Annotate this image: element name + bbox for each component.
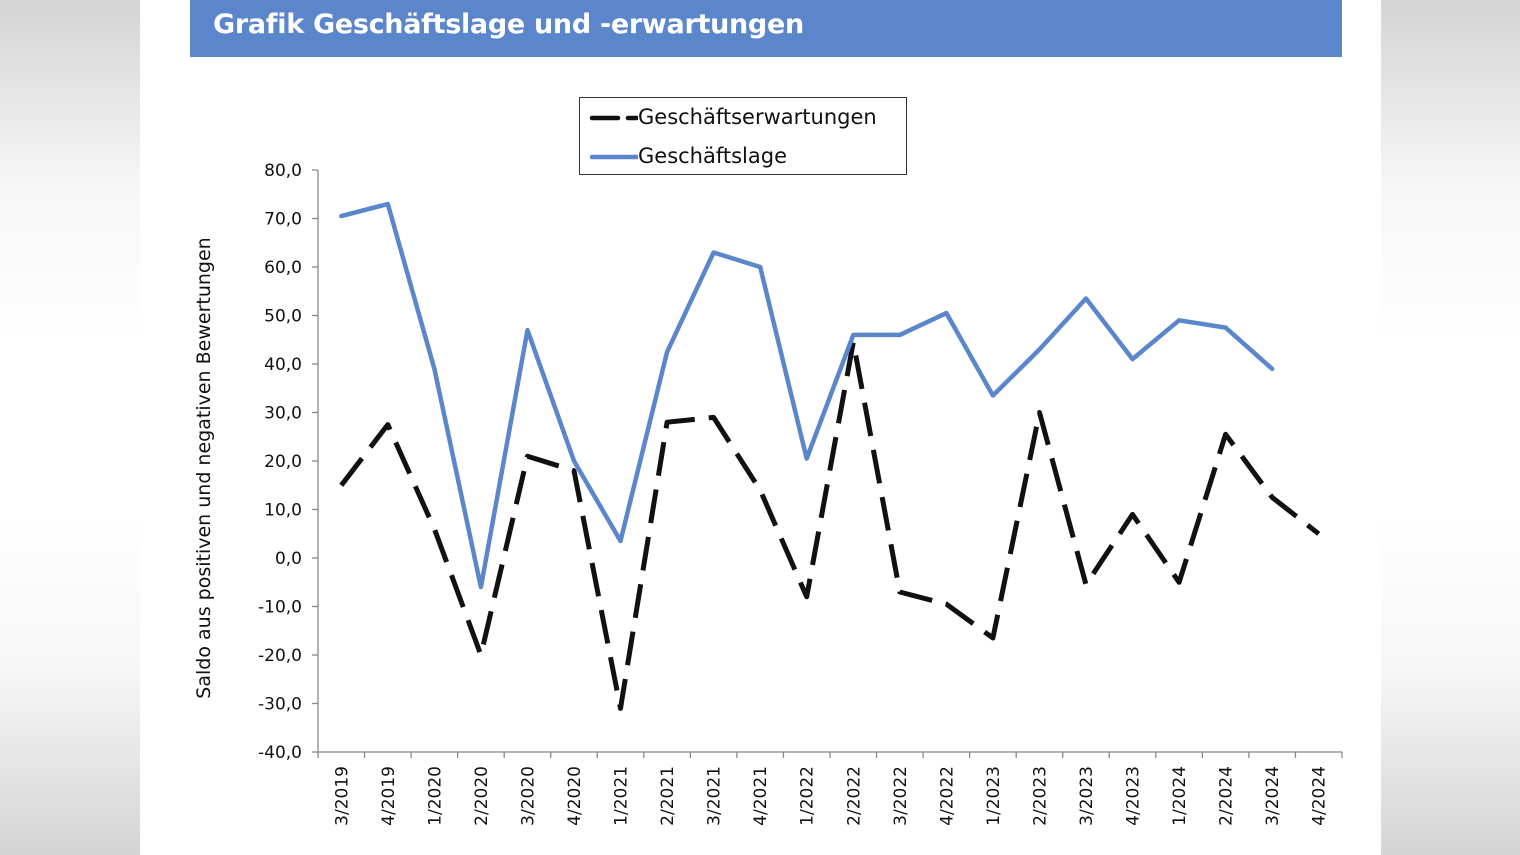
x-tick-label: 2/2024 (1217, 766, 1237, 826)
y-tick-label: 0,0 (275, 549, 302, 569)
series-line-lage (339, 201, 1275, 590)
title-bar: Grafik Geschäftslage und -erwartungen (190, 0, 1342, 57)
x-tick-label: 2/2021 (658, 766, 678, 826)
x-tick-label: 1/2024 (1170, 766, 1190, 826)
x-tick-label: 4/2024 (1310, 766, 1330, 826)
ticks: -40,0 -30,0 -20,0 -10,0 0,0 10,0 20,0 30,0 40,0 5… (258, 161, 1343, 826)
y-tick-label: 30,0 (264, 404, 302, 424)
legend: Geschäftserwartungen Geschäftslage (579, 97, 907, 175)
x-tick-label: 2/2020 (472, 766, 492, 826)
x-tick-label: 3/2022 (891, 766, 911, 826)
y-tick-label: -10,0 (258, 598, 302, 618)
chart-title: Grafik Geschäftslage und -erwartungen (213, 9, 804, 40)
y-tick-label: 10,0 (264, 501, 302, 521)
legend-label-lage: Geschäftslage (638, 144, 788, 168)
y-tick-label: -30,0 (258, 695, 302, 715)
legend-item-erwartungen: Geschäftserwartungen (588, 103, 906, 133)
x-tick-label: 1/2022 (798, 766, 818, 826)
y-axis-label: Saldo aus positiven und negativen Bewert… (193, 237, 215, 698)
x-tick-label: 3/2024 (1263, 766, 1283, 826)
x-tick-label: 3/2021 (705, 766, 725, 826)
x-tick-label: 4/2021 (751, 766, 771, 826)
x-tick-label: 3/2020 (518, 766, 538, 826)
y-tick-label: 80,0 (264, 161, 302, 181)
x-tick-label: 2/2023 (1030, 766, 1050, 826)
series-lines (339, 201, 1321, 711)
y-tick-label: 20,0 (264, 452, 302, 472)
x-tick-label: 1/2023 (984, 766, 1004, 826)
legend-label-erwartungen: Geschäftserwartungen (638, 105, 877, 129)
legend-dashed-line-icon (589, 115, 638, 121)
x-tick-label: 1/2020 (425, 766, 445, 826)
y-tick-label: 60,0 (264, 258, 302, 278)
y-tick-label: 70,0 (264, 210, 302, 230)
y-tick-label: 40,0 (264, 355, 302, 375)
y-tick-label: -40,0 (258, 743, 302, 763)
x-tick-label: 1/2021 (612, 766, 632, 826)
x-tick-label: 4/2020 (565, 766, 585, 826)
series-line-erwartungen (339, 339, 1321, 711)
y-tick-label: -20,0 (258, 646, 302, 666)
x-tick-label: 3/2019 (332, 766, 352, 826)
x-tick-label: 4/2022 (937, 766, 957, 826)
y-tick-label: 50,0 (264, 307, 302, 327)
x-tick-label: 4/2023 (1124, 766, 1144, 826)
legend-solid-line-icon (589, 154, 638, 160)
x-tick-label: 4/2019 (379, 766, 399, 826)
x-tick-label: 3/2023 (1077, 766, 1097, 826)
legend-item-lage: Geschäftslage (588, 142, 906, 172)
x-tick-label: 2/2022 (844, 766, 864, 826)
